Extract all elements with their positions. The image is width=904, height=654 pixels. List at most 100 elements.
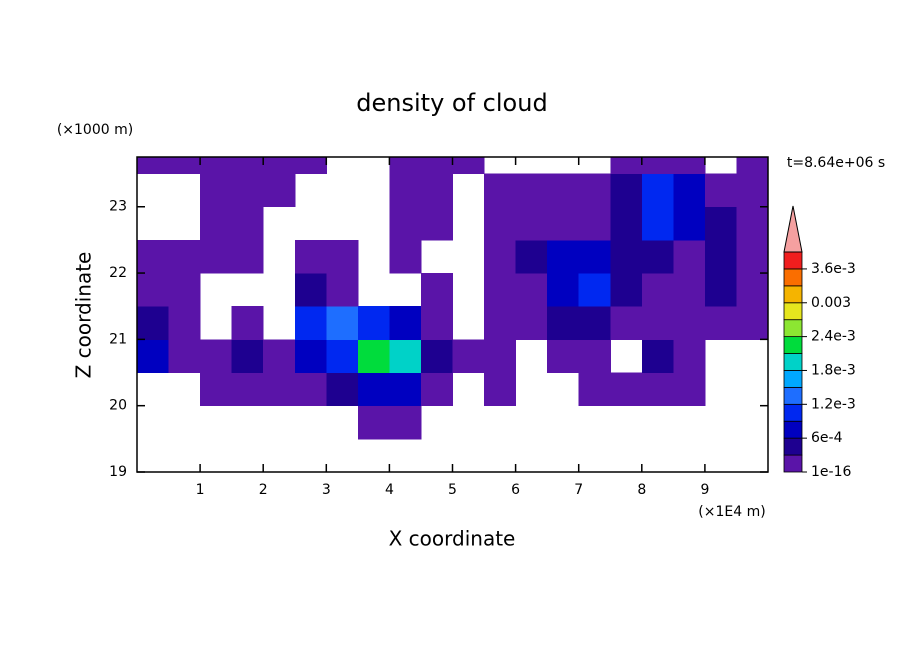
- colorbar-swatch: [783, 353, 803, 371]
- contour-cell: [452, 157, 485, 175]
- contour-cell: [736, 157, 769, 175]
- contour-cell: [263, 372, 296, 407]
- colorbar-swatch: [783, 437, 803, 456]
- contour-cell: [168, 239, 201, 274]
- contour-cell: [326, 239, 359, 274]
- contour-cell: [389, 173, 422, 208]
- contour-cell: [610, 206, 643, 241]
- contour-cell: [200, 372, 233, 407]
- contour-cell: [389, 157, 422, 175]
- contour-cell: [453, 406, 485, 440]
- contour-cell: [641, 173, 674, 208]
- contour-cell: [610, 306, 643, 340]
- colorbar-tick-label: 1.2e-3: [811, 396, 856, 412]
- contour-cell: [358, 240, 390, 274]
- colorbar-swatch: [783, 251, 803, 270]
- contour-cell: [610, 173, 643, 208]
- contour-cell: [516, 157, 548, 174]
- contour-cell: [263, 339, 296, 374]
- contour-cell: [420, 273, 453, 307]
- contour-cell: [704, 173, 737, 208]
- contour-cell: [673, 339, 706, 374]
- contour-cell: [295, 174, 327, 208]
- contour-cell: [515, 173, 548, 208]
- contour-cell: [705, 373, 737, 407]
- contour-cell: [452, 339, 485, 374]
- contour-cell: [137, 157, 170, 175]
- contour-cell: [295, 207, 327, 241]
- contour-cell: [641, 157, 674, 175]
- contour-cell: [169, 174, 201, 208]
- contour-cell: [673, 157, 706, 175]
- x-tick-label: 3: [322, 482, 331, 498]
- contour-cell: [516, 373, 548, 407]
- contour-cell: [547, 206, 580, 241]
- contour-cell: [453, 306, 485, 340]
- contour-cell: [578, 306, 611, 340]
- contour-cell: [641, 372, 674, 407]
- contour-cell: [389, 405, 422, 440]
- contour-cell: [326, 372, 359, 407]
- contour-cell: [673, 206, 706, 241]
- contour-cell: [263, 240, 295, 274]
- contour-cell: [516, 339, 548, 373]
- contour-cell: [358, 174, 390, 208]
- contour-cell: [200, 406, 232, 440]
- colorbar-swatch: [783, 319, 803, 338]
- x-unit-label: (×1E4 m): [698, 504, 765, 520]
- contour-cell: [137, 339, 170, 374]
- contour-cell: [453, 273, 485, 307]
- x-tick-label: 7: [574, 482, 583, 498]
- colorbar-swatch: [783, 454, 803, 473]
- contour-cell: [326, 174, 358, 208]
- contour-cell: [578, 339, 611, 374]
- colorbar-swatch: [783, 386, 803, 405]
- contour-cell: [484, 206, 517, 241]
- x-tick-label: 6: [511, 482, 520, 498]
- contour-cell: [168, 306, 201, 340]
- contour-cell: [484, 306, 517, 340]
- contour-cell: [231, 239, 264, 274]
- contour-cell: [200, 339, 233, 374]
- contour-cell: [579, 406, 611, 440]
- contour-cell: [705, 157, 737, 174]
- contour-cell: [420, 339, 453, 374]
- y-tick-label: 19: [109, 464, 127, 480]
- contour-cell: [294, 239, 327, 274]
- contour-cell: [169, 406, 201, 440]
- contour-cell: [420, 206, 453, 241]
- contour-cell: [200, 239, 233, 274]
- contour-cell: [736, 339, 768, 373]
- contour-cell: [357, 372, 390, 407]
- contour-cell: [294, 157, 327, 175]
- time-label: t=8.64e+06 s: [787, 155, 885, 171]
- contour-cell: [547, 406, 579, 440]
- contour-cell: [736, 239, 769, 274]
- contour-cell: [389, 372, 422, 407]
- contour-cell: [168, 339, 201, 374]
- contour-cell: [484, 372, 517, 407]
- contour-cell: [294, 273, 327, 307]
- contour-cell: [453, 240, 485, 274]
- contour-cell: [610, 157, 643, 175]
- contour-cell: [516, 406, 548, 440]
- contour-cell: [578, 372, 611, 407]
- y-tick-label: 20: [109, 398, 127, 414]
- y-tick-label: 23: [109, 199, 127, 215]
- colorbar-tick-label: 1e-16: [811, 464, 851, 480]
- contour-field: [137, 157, 769, 440]
- contour-cell: [326, 306, 359, 340]
- y-tick-label: 21: [109, 331, 127, 347]
- contour-cell: [137, 207, 169, 241]
- y-tick-label: 22: [109, 265, 127, 281]
- contour-cell: [389, 339, 422, 374]
- x-tick-label: 9: [700, 482, 709, 498]
- contour-cell: [547, 373, 579, 407]
- contour-cell: [263, 273, 295, 307]
- contour-cell: [641, 239, 674, 274]
- x-axis-label: X coordinate: [389, 527, 516, 551]
- contour-cell: [420, 306, 453, 340]
- contour-cell: [547, 306, 580, 340]
- contour-cell: [453, 207, 485, 241]
